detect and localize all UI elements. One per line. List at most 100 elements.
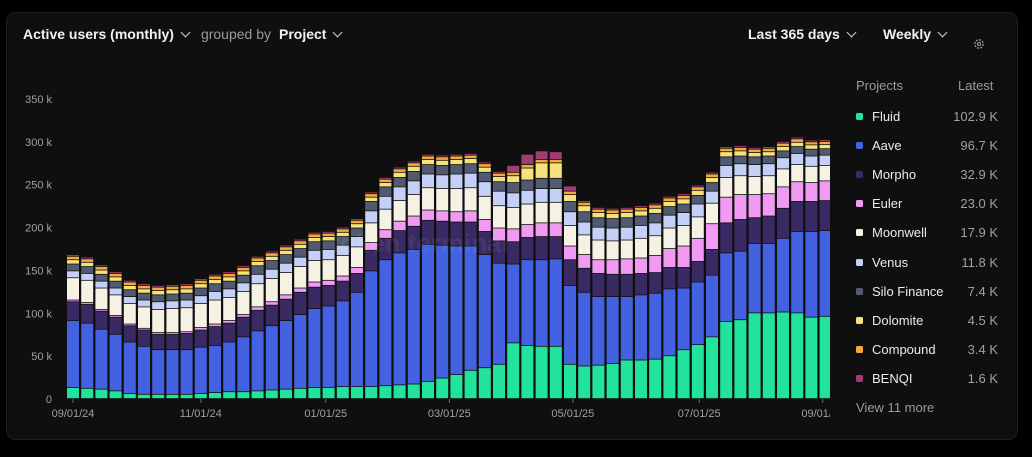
- bar-segment-benqi[interactable]: [549, 152, 562, 160]
- bar-segment-venus[interactable]: [521, 190, 534, 204]
- bar-segment-silo-finance[interactable]: [635, 216, 647, 226]
- bar-segment-venus[interactable]: [493, 191, 505, 206]
- bar-segment-moonwell[interactable]: [138, 307, 150, 328]
- bar-segment-benqi[interactable]: [706, 172, 718, 174]
- bar-segment-fluid[interactable]: [138, 394, 150, 399]
- bar-stack[interactable]: [166, 285, 179, 399]
- bar-segment-venus[interactable]: [138, 300, 150, 307]
- bar-segment-silo-finance[interactable]: [507, 183, 520, 193]
- bar-segment-dolomite[interactable]: [805, 145, 818, 149]
- bar-segment-compound[interactable]: [109, 273, 122, 277]
- bar-segment-fluid[interactable]: [478, 368, 491, 399]
- bar-segment-dolomite[interactable]: [606, 213, 619, 219]
- bar-segment-euler[interactable]: [379, 230, 392, 238]
- bar-segment-moonwell[interactable]: [308, 261, 321, 282]
- bar-segment-venus[interactable]: [209, 291, 221, 300]
- bar-segment-moonwell[interactable]: [294, 267, 307, 288]
- bar-segment-venus[interactable]: [691, 204, 704, 217]
- bar-segment-silo-finance[interactable]: [223, 281, 236, 289]
- bar-segment-venus[interactable]: [379, 196, 392, 209]
- bar-segment-dolomite[interactable]: [535, 163, 548, 178]
- bar-segment-morpho[interactable]: [152, 334, 165, 350]
- bar-stack[interactable]: [422, 154, 434, 399]
- bar-segment-aave[interactable]: [762, 243, 775, 313]
- bar-segment-euler[interactable]: [223, 321, 236, 323]
- bar-segment-venus[interactable]: [152, 302, 165, 310]
- bar-segment-compound[interactable]: [180, 285, 193, 289]
- bar-segment-silo-finance[interactable]: [677, 204, 690, 213]
- bar-stack[interactable]: [393, 167, 406, 399]
- bar-segment-fluid[interactable]: [649, 359, 662, 399]
- bar-segment-aave[interactable]: [67, 321, 79, 388]
- bar-segment-dolomite[interactable]: [351, 224, 363, 228]
- bar-segment-aave[interactable]: [748, 243, 761, 313]
- bar-stack[interactable]: [819, 140, 830, 399]
- bar-segment-compound[interactable]: [691, 187, 704, 190]
- bar-segment-morpho[interactable]: [777, 208, 789, 238]
- bar-segment-benqi[interactable]: [436, 155, 449, 157]
- bar-segment-fluid[interactable]: [379, 386, 392, 399]
- bar-segment-benqi[interactable]: [294, 239, 307, 241]
- bar-segment-aave[interactable]: [464, 246, 477, 370]
- bar-segment-dolomite[interactable]: [564, 195, 576, 202]
- bar-segment-compound[interactable]: [166, 286, 179, 290]
- bar-stack[interactable]: [507, 165, 520, 399]
- bar-segment-morpho[interactable]: [422, 220, 434, 244]
- bar-segment-dolomite[interactable]: [635, 211, 647, 216]
- bar-segment-fluid[interactable]: [81, 388, 94, 399]
- bar-stack[interactable]: [81, 257, 94, 399]
- bar-segment-silo-finance[interactable]: [152, 295, 165, 302]
- bar-segment-morpho[interactable]: [81, 304, 94, 323]
- bar-stack[interactable]: [464, 153, 477, 399]
- bar-segment-silo-finance[interactable]: [81, 267, 94, 274]
- bar-segment-morpho[interactable]: [507, 242, 520, 264]
- bar-segment-fluid[interactable]: [407, 384, 420, 399]
- bar-segment-venus[interactable]: [592, 227, 605, 240]
- bar-segment-benqi[interactable]: [251, 256, 264, 258]
- bar-segment-aave[interactable]: [819, 231, 830, 316]
- bar-segment-silo-finance[interactable]: [706, 183, 718, 191]
- bar-segment-aave[interactable]: [606, 297, 619, 364]
- bar-segment-moonwell[interactable]: [493, 206, 505, 228]
- bar-segment-venus[interactable]: [166, 301, 179, 309]
- bar-segment-silo-finance[interactable]: [748, 157, 761, 165]
- bar-segment-moonwell[interactable]: [606, 241, 619, 260]
- bar-stack[interactable]: [152, 285, 165, 399]
- bar-segment-morpho[interactable]: [535, 237, 548, 260]
- bar-segment-silo-finance[interactable]: [294, 249, 307, 257]
- bar-segment-dolomite[interactable]: [251, 261, 264, 266]
- bar-segment-compound[interactable]: [805, 142, 818, 145]
- metric-selector[interactable]: Active users (monthly): [23, 26, 174, 42]
- bar-segment-euler[interactable]: [819, 181, 830, 201]
- bar-segment-euler[interactable]: [464, 211, 477, 222]
- bar-segment-silo-finance[interactable]: [805, 149, 818, 156]
- bar-segment-benqi[interactable]: [592, 207, 605, 209]
- bar-segment-compound[interactable]: [464, 155, 477, 159]
- bar-segment-moonwell[interactable]: [805, 166, 818, 183]
- bar-segment-moonwell[interactable]: [422, 188, 434, 210]
- bar-segment-compound[interactable]: [336, 229, 349, 232]
- bar-segment-silo-finance[interactable]: [109, 281, 122, 288]
- bar-segment-fluid[interactable]: [620, 360, 633, 399]
- bar-segment-aave[interactable]: [194, 347, 207, 394]
- bar-segment-silo-finance[interactable]: [209, 284, 221, 292]
- legend-item[interactable]: Euler 23.0 K: [856, 195, 998, 213]
- bar-stack[interactable]: [649, 203, 662, 399]
- bar-segment-compound[interactable]: [649, 205, 662, 208]
- bar-stack[interactable]: [592, 207, 605, 399]
- bar-segment-moonwell[interactable]: [578, 235, 591, 255]
- bar-segment-aave[interactable]: [706, 275, 718, 337]
- bar-segment-moonwell[interactable]: [336, 255, 349, 276]
- bar-segment-fluid[interactable]: [166, 394, 179, 399]
- bar-segment-aave[interactable]: [478, 255, 491, 368]
- bar-segment-silo-finance[interactable]: [592, 218, 605, 227]
- bar-segment-aave[interactable]: [777, 238, 789, 312]
- bar-segment-venus[interactable]: [322, 249, 335, 260]
- bar-segment-fluid[interactable]: [322, 387, 335, 399]
- bar-segment-silo-finance[interactable]: [663, 207, 676, 215]
- bar-segment-euler[interactable]: [478, 219, 491, 232]
- bar-segment-venus[interactable]: [649, 223, 662, 236]
- bar-segment-moonwell[interactable]: [748, 177, 761, 195]
- bar-segment-dolomite[interactable]: [748, 153, 761, 157]
- bar-segment-euler[interactable]: [365, 243, 378, 250]
